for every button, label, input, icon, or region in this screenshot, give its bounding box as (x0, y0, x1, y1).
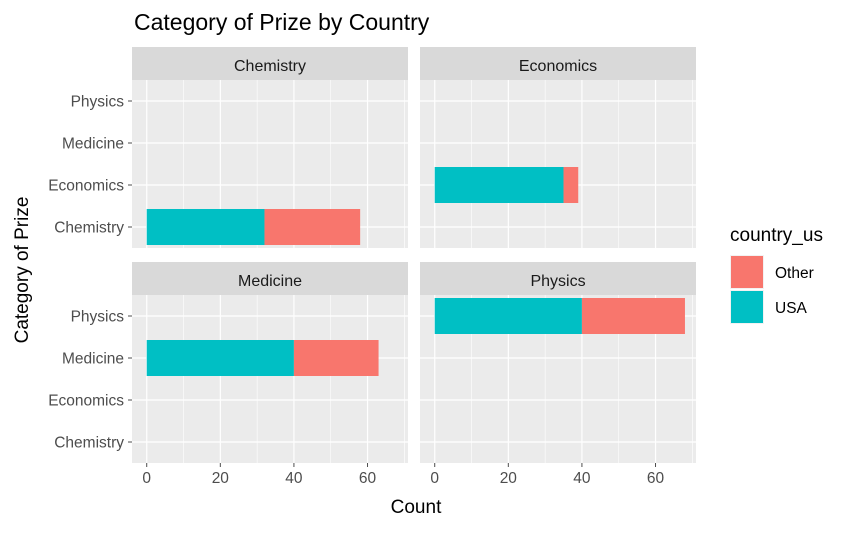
facet-strip (420, 47, 696, 80)
x-tick-label: 20 (500, 470, 518, 487)
y-tick-label: Chemistry (54, 435, 124, 452)
facet-strip-label: Physics (530, 273, 585, 290)
x-axis-title: Count (391, 497, 442, 518)
y-tick-label: Physics (71, 94, 125, 111)
x-tick-label: 20 (212, 470, 230, 487)
y-tick-label: Medicine (62, 351, 124, 368)
legend-key-other (731, 256, 763, 288)
facet-strip (420, 262, 696, 295)
legend-label: Other (775, 265, 814, 282)
y-tick-label: Physics (71, 309, 125, 326)
x-tick-label: 40 (285, 470, 303, 487)
y-tick-label: Chemistry (54, 220, 124, 237)
bar-usa-chemistry (146, 209, 265, 245)
legend-key-usa (731, 291, 763, 323)
facet-strip-label: Economics (519, 58, 597, 75)
bar-other-chemistry (264, 209, 361, 245)
x-tick-label: 0 (142, 470, 151, 487)
y-axis-title: Category of Prize (12, 197, 33, 344)
panel-background (420, 80, 696, 248)
bar-other-physics (581, 298, 685, 334)
bar-other-medicine (293, 340, 379, 376)
facet-strip (132, 47, 408, 80)
facet-strip-label: Medicine (238, 273, 302, 290)
legend-label: USA (775, 300, 808, 317)
x-tick-label: 60 (647, 470, 665, 487)
facet-strip (132, 262, 408, 295)
chart-title: Category of Prize by Country (134, 9, 430, 35)
bar-usa-physics (434, 298, 582, 334)
bar-usa-medicine (146, 340, 294, 376)
bar-other-economics (563, 167, 579, 203)
legend-title: country_us (730, 225, 823, 246)
x-tick-label: 40 (573, 470, 591, 487)
x-tick-label: 0 (430, 470, 439, 487)
bar-usa-economics (434, 167, 564, 203)
facet-strip-label: Chemistry (234, 58, 306, 75)
y-tick-label: Economics (48, 178, 124, 195)
x-tick-label: 60 (359, 470, 377, 487)
panel-background (132, 295, 408, 463)
y-tick-label: Economics (48, 393, 124, 410)
y-tick-label: Medicine (62, 136, 124, 153)
